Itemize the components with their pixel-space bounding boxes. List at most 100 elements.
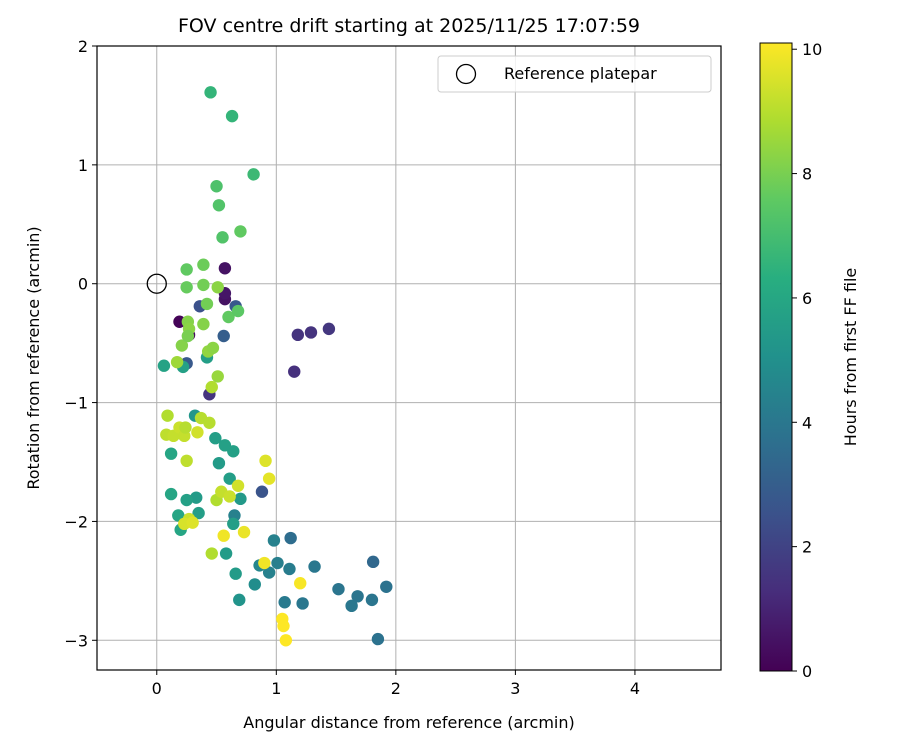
reference-layer (146, 273, 167, 294)
scatter-point (262, 472, 276, 485)
scatter-point (233, 593, 246, 607)
scatter-point (284, 531, 297, 545)
y-tick-label: 1 (78, 156, 88, 175)
x-tick-label: 2 (391, 679, 401, 698)
scatter-point (279, 634, 293, 647)
x-tick-label: 4 (630, 679, 640, 698)
scatter-point (200, 297, 214, 311)
scatter-point (234, 492, 247, 506)
scatter-point (203, 416, 216, 429)
scatter-point (283, 562, 296, 576)
legend-box (437, 55, 712, 93)
x-axis-label: Angular distance from reference (arcmin) (243, 713, 574, 732)
legend-marker-icon (455, 63, 477, 85)
scatter-point (197, 258, 210, 271)
scatter-point (345, 599, 358, 613)
scatter-point (216, 231, 229, 244)
y-tick-label: −1 (64, 394, 88, 413)
y-tick-label: −2 (64, 512, 88, 531)
scatter-point (186, 516, 199, 529)
scatter-point (366, 555, 380, 569)
colorbar-tick-label: 6 (802, 289, 812, 308)
y-tick-label: −3 (64, 631, 88, 650)
scatter-point (258, 556, 271, 570)
colorbar-tick-label: 0 (802, 662, 812, 681)
tick-layer: 0 1 2 3 4 −3 −2 −1 0 1 2 (64, 37, 640, 698)
scatter-point (267, 534, 281, 547)
scatter-point (204, 86, 217, 99)
scatter-point (211, 281, 224, 294)
scatter-point (212, 199, 226, 212)
scatter-point (231, 304, 245, 318)
scatter-point (255, 485, 269, 498)
plot-frame (96, 45, 722, 671)
legend: Reference platepar (437, 55, 712, 93)
colorbar-gradient (759, 42, 793, 672)
scatter-point (259, 454, 272, 468)
y-tick-label: 0 (78, 275, 88, 294)
scatter-point (211, 370, 224, 383)
scatter-point (197, 317, 210, 331)
scatter-point (180, 263, 193, 276)
scatter-point (164, 447, 178, 460)
x-tick-label: 0 (152, 679, 162, 698)
scatter-point (197, 278, 210, 292)
x-tick-label: 1 (271, 679, 281, 698)
scatter-point (180, 454, 193, 468)
scatter-point (161, 409, 174, 422)
y-tick-label: 2 (78, 37, 88, 56)
colorbar: 0 2 4 6 8 10 Hours from first FF file (759, 40, 860, 681)
scatter-point (231, 479, 245, 492)
scatter-point (365, 593, 379, 607)
x-tick-label: 3 (510, 679, 520, 698)
scatter-point (277, 619, 290, 633)
scatter-point (205, 380, 218, 394)
scatter-point (209, 432, 222, 445)
scatter-point (222, 310, 235, 324)
scatter-point (247, 168, 260, 181)
scatter-point (351, 590, 364, 603)
scatter-point (237, 525, 251, 539)
grid (97, 45, 721, 670)
scatter-point (380, 580, 393, 593)
scatter-point (278, 596, 291, 609)
scatter-point (205, 547, 218, 560)
y-axis-label: Rotation from reference (arcmin) (24, 226, 43, 489)
scatter-point (210, 180, 223, 193)
colorbar-tick-label: 4 (802, 413, 812, 432)
scatter-point (308, 560, 321, 573)
scatter-point (180, 281, 193, 294)
colorbar-label: Hours from first FF file (841, 268, 860, 447)
scatter-point (304, 326, 318, 339)
scatter-point (218, 262, 232, 275)
scatter-point (190, 491, 203, 504)
scatter-point (271, 556, 284, 570)
colorbar-ticks: 0 2 4 6 8 10 (792, 40, 822, 681)
scatter-point (262, 566, 276, 579)
scatter-point (294, 577, 307, 590)
scatter-point (179, 421, 192, 434)
scatter-point (223, 472, 236, 485)
colorbar-tick-label: 8 (802, 165, 812, 184)
scatter-point (322, 322, 336, 336)
scatter-point (219, 547, 233, 560)
scatter-point (192, 506, 205, 520)
scatter-point (296, 597, 309, 610)
scatter-point (217, 529, 230, 542)
scatter-point (164, 487, 178, 501)
scatter-point (288, 365, 301, 378)
legend-label: Reference platepar (504, 64, 657, 83)
scatter-point (206, 341, 220, 355)
scatter-point (157, 359, 171, 372)
scatter-point (175, 339, 189, 352)
scatter-point (180, 493, 193, 507)
scatter-point (291, 328, 305, 342)
scatter-point (217, 329, 230, 343)
scatter-point (227, 517, 240, 531)
scatter-point (227, 445, 240, 458)
scatter-point (170, 355, 184, 369)
scatter-point (225, 109, 239, 123)
scatter-point (332, 582, 345, 596)
scatter-point (191, 426, 204, 439)
